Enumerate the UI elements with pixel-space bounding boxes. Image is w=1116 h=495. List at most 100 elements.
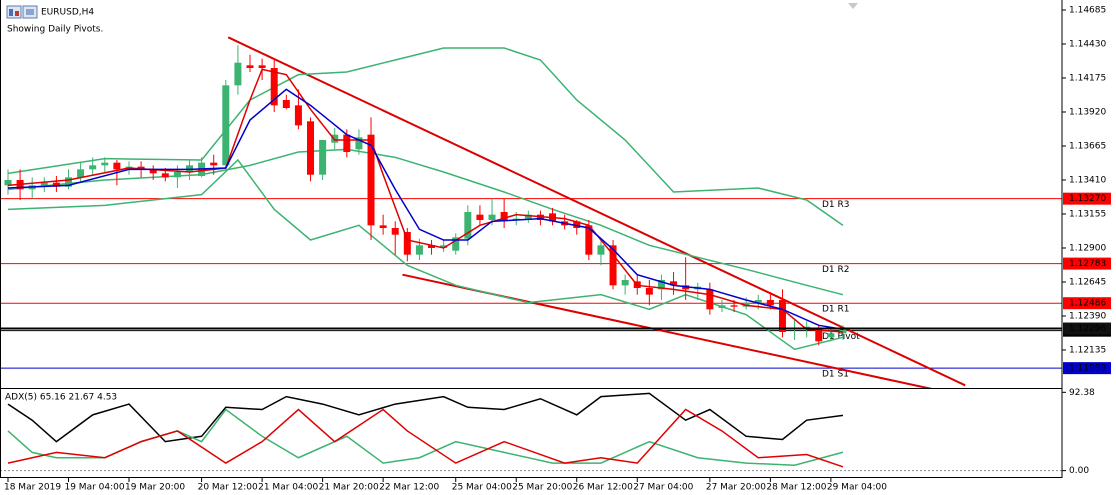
candle-body	[597, 245, 605, 255]
candle-body	[706, 289, 714, 310]
candle-body	[415, 245, 423, 255]
y-tick-label: 1.13665	[1069, 142, 1106, 152]
y-tick-label: 1.12390	[1069, 312, 1106, 322]
adx-line	[7, 392, 844, 443]
candle-body	[645, 288, 653, 295]
y-tick-label: 1.12900	[1069, 244, 1106, 254]
candle-body	[52, 182, 60, 187]
pivot-label: D1 R3	[822, 200, 850, 210]
candle-body	[89, 165, 97, 170]
candle-body	[379, 225, 387, 228]
pivot-badge	[1063, 257, 1111, 270]
x-tick-label: 22 Mar 12:00	[379, 483, 439, 493]
subtitle: Showing Daily Pivots.	[7, 25, 103, 35]
candle-body	[815, 329, 823, 342]
y-tick-label: 1.12135	[1069, 346, 1106, 356]
pivot-price-label: 1.13270	[1069, 194, 1106, 204]
candle-body	[149, 169, 157, 174]
candle-body	[173, 172, 181, 178]
x-tick-label: 25 Mar 04:00	[452, 483, 512, 493]
candle-body	[307, 121, 315, 175]
chart-icon	[6, 5, 38, 19]
y-tick-label: 1.12645	[1069, 278, 1106, 288]
trendline	[227, 36, 966, 387]
candle-body	[258, 65, 266, 68]
x-tick-label: 28 Mar 12:00	[766, 483, 826, 493]
candle-body	[621, 280, 629, 286]
candle-body	[270, 68, 278, 106]
adx-panel	[0, 392, 1062, 472]
candle-body	[367, 134, 375, 226]
candle-body	[778, 300, 786, 332]
candle-body	[282, 100, 290, 108]
candle-body	[355, 137, 363, 150]
candle-body	[246, 65, 254, 68]
candle-body	[403, 232, 411, 255]
x-tick-label: 27 Mar 20:00	[706, 483, 766, 493]
adx-tick-label: 0.00	[1069, 466, 1089, 476]
pivot-label: D1 R2	[822, 265, 850, 275]
x-tick-label: 21 Mar 20:00	[319, 483, 379, 493]
candle-body	[77, 169, 85, 178]
candle-body	[222, 85, 230, 166]
pivot-badge	[1063, 192, 1111, 205]
candle-body	[161, 173, 169, 178]
y-tick-label: 1.14175	[1069, 74, 1106, 84]
adx-tick-label: 92.38	[1069, 388, 1095, 398]
pivot-price-label: 1.12486	[1069, 299, 1106, 309]
pivot-label: D1 R1	[822, 305, 850, 315]
indicator-label: ADX(5) 65.16 21.67 4.53	[5, 393, 117, 403]
y-tick-label: 1.13920	[1069, 108, 1106, 118]
adx-line	[7, 408, 844, 468]
candle-body	[464, 212, 472, 239]
x-tick-label: 29 Mar 04:00	[827, 483, 887, 493]
candle-body	[4, 180, 12, 186]
candle-body	[718, 305, 726, 308]
candle-body	[440, 245, 448, 248]
candle-body	[585, 225, 593, 255]
candle-body	[40, 182, 48, 186]
candle-body	[766, 300, 774, 306]
x-tick-label: 21 Mar 04:00	[258, 483, 318, 493]
candle-body	[343, 134, 351, 152]
candle-body	[500, 212, 508, 222]
current-price-badge	[1063, 322, 1111, 335]
x-tick-label: 26 Mar 12:00	[573, 483, 633, 493]
candle-body	[428, 245, 436, 248]
pivot-badge	[1063, 362, 1111, 375]
candle-body	[101, 162, 109, 166]
y-tick-label: 1.13410	[1069, 176, 1106, 186]
y-tick-label: 1.13155	[1069, 210, 1106, 220]
x-tick-label: 19 Mar 04:00	[64, 483, 124, 493]
shift-marker	[848, 3, 858, 9]
pivot-price-label: 1.11999	[1069, 364, 1106, 374]
candle-body	[827, 333, 835, 338]
candle-body	[524, 214, 532, 219]
pivot-price-label: 1.12783	[1069, 259, 1106, 269]
x-tick-label: 18 Mar 2019	[4, 483, 61, 493]
candle-body	[452, 237, 460, 251]
candle-body	[319, 140, 327, 175]
current-price-label: 1.12296	[1069, 324, 1106, 334]
candle-body	[609, 245, 617, 286]
candle-body	[234, 62, 242, 86]
symbol-title: EURUSD,H4	[41, 8, 94, 18]
candle-body	[476, 214, 484, 220]
candle-body	[573, 221, 581, 228]
candle-body	[391, 228, 399, 235]
candle-body	[137, 166, 145, 170]
candle-body	[210, 162, 218, 166]
candle-body	[657, 280, 665, 290]
candle-body	[754, 300, 762, 303]
x-tick-label: 27 Mar 04:00	[633, 483, 693, 493]
candle-body	[294, 105, 302, 126]
x-tick-label: 20 Mar 12:00	[198, 483, 258, 493]
axes: 1.14685 1.14430 1.14175 1.13920 1.13665 1.134…	[4, 6, 1111, 493]
candle-body	[730, 305, 738, 307]
moving-average	[7, 88, 844, 331]
candle-body	[670, 281, 678, 286]
candle-body	[488, 214, 496, 220]
indicator-line	[7, 148, 844, 296]
